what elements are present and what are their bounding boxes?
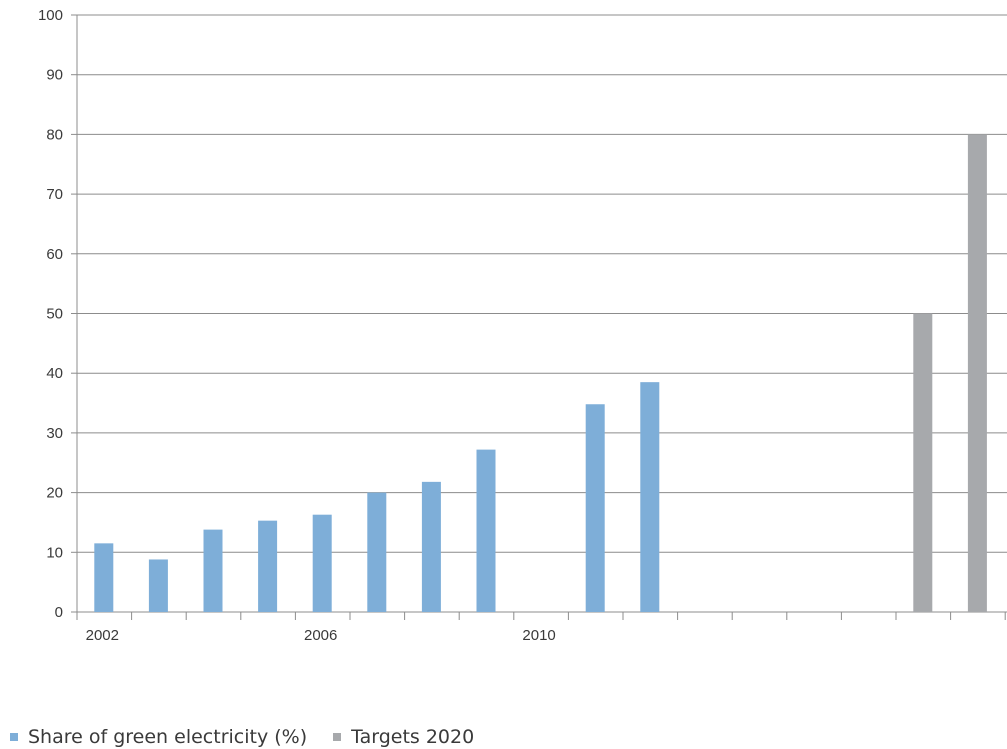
legend: Share of green electricity (%) Targets 2… — [10, 726, 500, 748]
y-tick-label: 100 — [38, 7, 63, 24]
share-bar — [312, 514, 332, 612]
share-bar — [203, 529, 223, 612]
share-bar — [421, 481, 441, 612]
legend-swatch-targets — [333, 733, 342, 741]
y-tick-label: 90 — [46, 67, 63, 84]
y-tick-label: 10 — [46, 544, 63, 561]
legend-swatch-share — [10, 733, 18, 741]
y-axis-ticks: 0 10 20 30 40 50 60 70 80 90 100 — [38, 7, 63, 621]
y-tick-label: 60 — [46, 246, 63, 263]
target-bar — [967, 134, 987, 612]
y-tick-label: 30 — [46, 425, 63, 442]
y-tick-label: 0 — [55, 604, 63, 621]
legend-label-targets: Targets 2020 — [351, 726, 475, 748]
gridlines — [71, 14, 1007, 613]
share-bar — [94, 543, 114, 612]
y-tick-label: 50 — [46, 306, 63, 323]
share-bar — [585, 404, 605, 612]
share-bar — [476, 449, 496, 612]
y-tick-label: 20 — [46, 485, 63, 502]
share-bar — [148, 559, 168, 612]
x-tick-label: 2006 — [304, 627, 337, 644]
bars — [94, 134, 987, 612]
x-tick-label: 2010 — [522, 627, 555, 644]
x-tick-label: 2002 — [86, 627, 119, 644]
y-tick-label: 40 — [46, 365, 63, 382]
share-bar — [640, 382, 660, 612]
x-axis: 2002200620102020 — [76, 612, 1006, 644]
legend-item-targets: Targets 2020 — [333, 726, 474, 748]
y-tick-label: 80 — [46, 126, 63, 143]
legend-item-share: Share of green electricity (%) — [10, 726, 307, 748]
y-tick-label: 70 — [46, 186, 63, 203]
target-bar — [913, 313, 933, 612]
share-bar — [367, 492, 387, 612]
legend-label-share: Share of green electricity (%) — [28, 726, 308, 748]
share-bar — [258, 520, 278, 612]
